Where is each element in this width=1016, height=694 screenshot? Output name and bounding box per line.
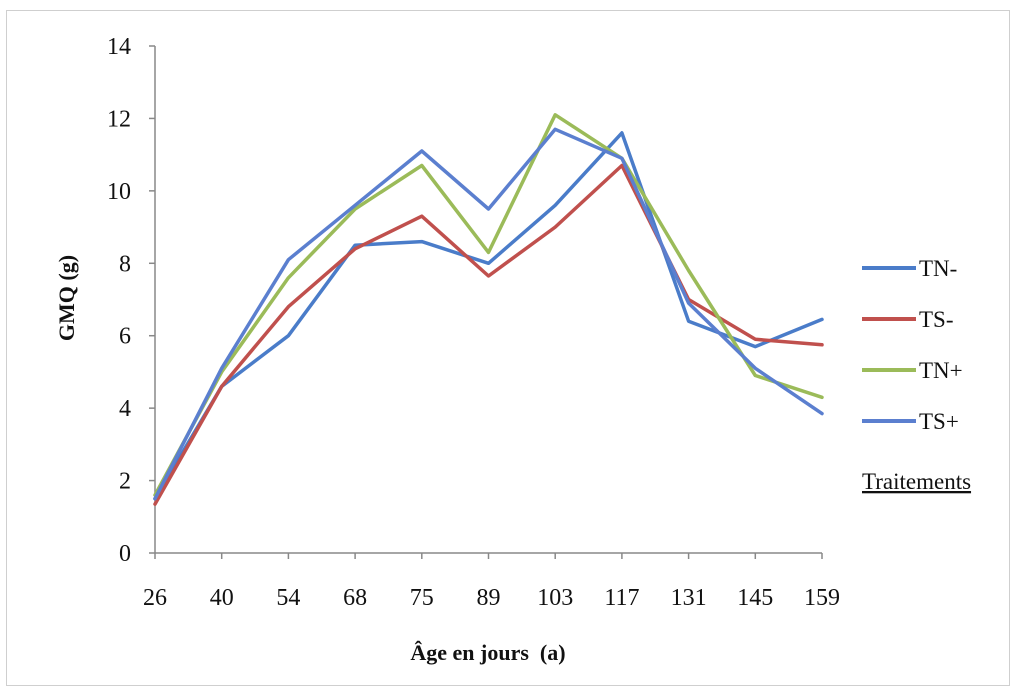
series-line-tsplus: [153, 127, 824, 501]
legend-label: TN-: [919, 256, 957, 281]
x-tick-label: 117: [604, 585, 639, 611]
x-axis-title: Âge en jours (a): [410, 640, 565, 665]
legend-label: TS+: [919, 409, 959, 434]
series-line-tnminus: [153, 131, 824, 501]
x-tick-label: 40: [210, 585, 234, 611]
axes: [149, 45, 823, 559]
y-tick-labels: 0 2 4 6 8 10 12 14: [107, 34, 131, 567]
y-tick-label: 6: [119, 324, 131, 350]
x-tick-label: 68: [343, 585, 367, 611]
series-line-tnplus: [153, 113, 824, 497]
y-tick-label: 12: [107, 106, 131, 132]
y-tick-label: 10: [107, 179, 131, 205]
y-tick-label: 2: [119, 469, 131, 495]
x-tick-label: 75: [410, 585, 434, 611]
x-tick-label: 159: [804, 585, 840, 611]
x-tick-label: 54: [276, 585, 300, 611]
legend: TN- TS- TN+ TS+: [862, 256, 963, 434]
y-tick-label: 0: [119, 541, 131, 567]
legend-label: TN+: [919, 358, 963, 383]
x-tick-label: 145: [737, 585, 773, 611]
x-tick-label: 131: [671, 585, 707, 611]
y-tick-label: 4: [119, 396, 131, 422]
legend-title: Traitements: [862, 469, 971, 494]
series-lines: [153, 113, 824, 506]
y-tick-label: 14: [107, 34, 131, 60]
x-tick-label: 103: [537, 585, 573, 611]
x-tick-labels: 26 40 54 68 75 89 103 117 131 145 159: [143, 585, 840, 611]
legend-label: TS-: [919, 307, 954, 332]
y-tick-label: 8: [119, 251, 131, 277]
chart-frame: [6, 10, 1010, 686]
series-line-tsminus: [153, 163, 824, 506]
x-tick-label: 26: [143, 585, 167, 611]
x-tick-label: 89: [477, 585, 501, 611]
y-axis-title: GMQ (g): [54, 255, 79, 341]
